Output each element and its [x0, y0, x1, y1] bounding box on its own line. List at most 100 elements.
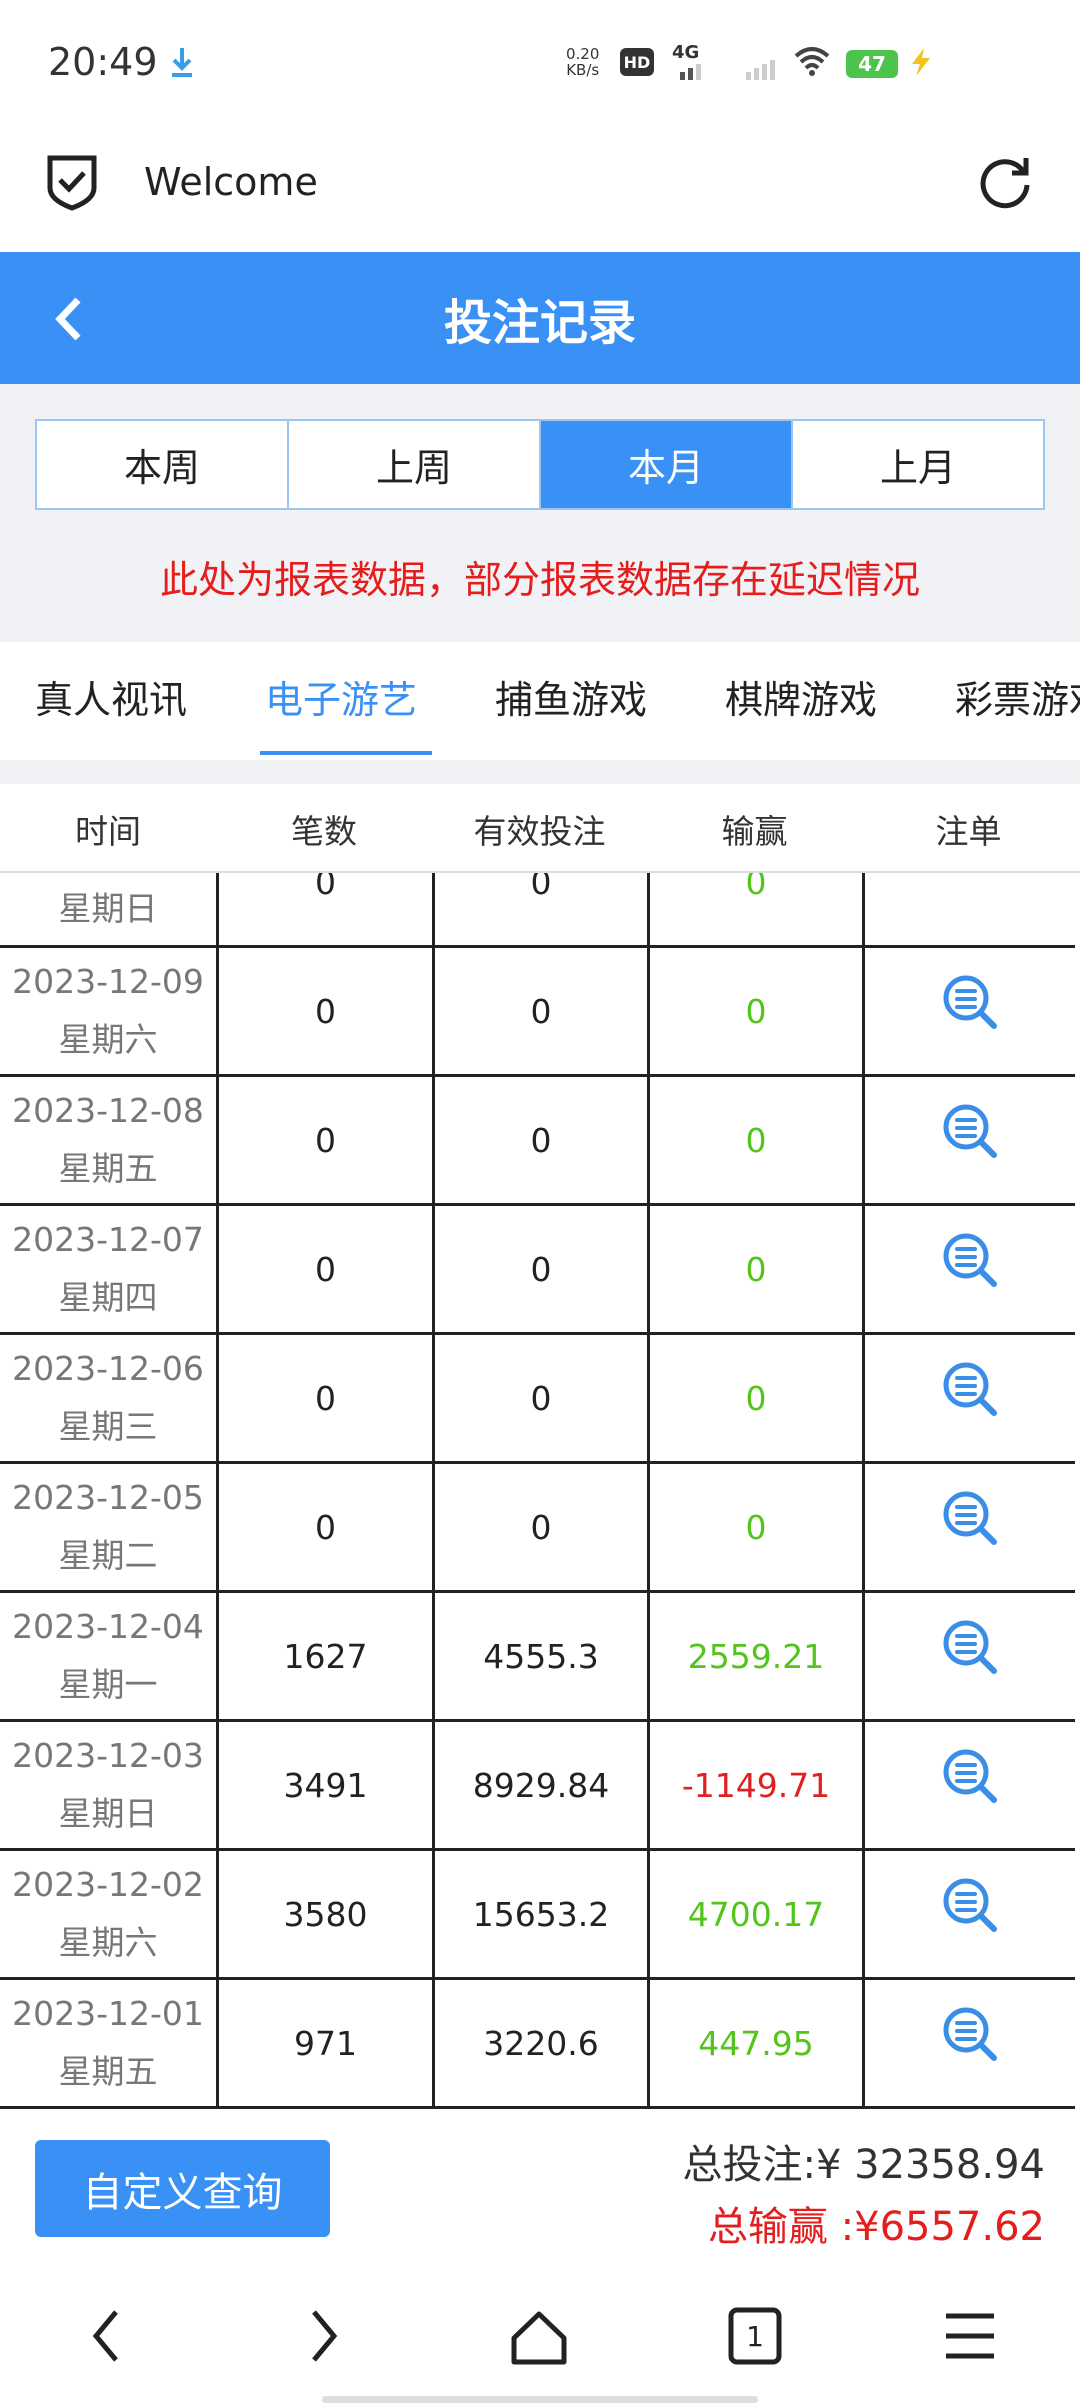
date-cell: 2023-12-02 星期六	[0, 1851, 216, 1977]
date-cell: 星期日	[0, 873, 216, 945]
date: 2023-12-03	[12, 1736, 204, 1775]
count: 0	[315, 1120, 336, 1160]
win: 0	[745, 1120, 767, 1160]
count-cell: 0	[216, 948, 432, 1074]
bet: 15653.2	[472, 1894, 610, 1934]
detail-icon[interactable]	[940, 1230, 1000, 1290]
back-button[interactable]	[48, 294, 88, 344]
custom-query-button[interactable]: 自定义查询	[35, 2140, 330, 2237]
count-cell: 971	[216, 1980, 432, 2106]
win-cell: 0	[647, 1206, 862, 1332]
bet: 3220.6	[483, 2023, 599, 2063]
weekday: 星期六	[58, 1020, 158, 1059]
bet-cell: 8929.84	[432, 1722, 647, 1848]
weekday: 星期六	[58, 1923, 158, 1962]
nav-tabs[interactable]	[728, 2307, 782, 2365]
table-row: 2023-12-03 星期日 3491 8929.84 -1149.71	[0, 1722, 1075, 1851]
table-row: 2023-12-08 星期五 0 0 0	[0, 1077, 1075, 1206]
game-tabs: 真人视讯 电子游艺 捕鱼游戏 棋牌游戏 彩票游戏	[0, 642, 1080, 760]
weekday: 星期二	[58, 1536, 158, 1575]
period-tab[interactable]: 本月	[539, 421, 791, 508]
bet: 0	[530, 1120, 552, 1160]
table-header: 时间 笔数 有效投注 输赢 注单	[0, 784, 1080, 873]
weekday: 星期四	[58, 1278, 158, 1317]
detail-icon[interactable]	[940, 1101, 1000, 1161]
detail-cell	[862, 1593, 1075, 1719]
detail-cell	[862, 1851, 1075, 1977]
bet-cell: 0	[432, 873, 647, 945]
hd-icon: HD	[620, 48, 654, 76]
win-cell: 0	[647, 1077, 862, 1203]
detail-icon[interactable]	[940, 1488, 1000, 1548]
win: 0	[745, 1378, 767, 1418]
date: 2023-12-05	[12, 1478, 204, 1517]
game-tab[interactable]: 真人视讯	[35, 678, 188, 722]
bet-cell: 4555.3	[432, 1593, 647, 1719]
refresh-button[interactable]	[976, 152, 1034, 210]
date: 2023-12-04	[12, 1607, 204, 1646]
table-row: 2023-12-07 星期四 0 0 0	[0, 1206, 1075, 1335]
game-tab[interactable]: 电子游艺	[265, 678, 418, 722]
count-cell: 0	[216, 1077, 432, 1203]
header-bar	[0, 252, 1080, 384]
date-cell: 2023-12-08 星期五	[0, 1077, 216, 1203]
win: 4700.17	[687, 1894, 825, 1934]
win-cell: 0	[647, 948, 862, 1074]
period-tab[interactable]: 本周	[123, 446, 200, 490]
detail-icon[interactable]	[940, 1359, 1000, 1419]
bet: 0	[530, 1249, 552, 1289]
weekday: 星期日	[58, 889, 158, 928]
bet: 0	[530, 873, 552, 902]
total-win: 总输赢 :¥6557.62	[707, 2204, 1045, 2250]
date-cell: 2023-12-09 星期六	[0, 948, 216, 1074]
date-cell: 2023-12-06 星期三	[0, 1335, 216, 1461]
win-cell: 447.95	[647, 1980, 862, 2106]
detail-icon[interactable]	[940, 1746, 1000, 1806]
period-tab[interactable]: 上周	[287, 421, 539, 508]
column-header: 有效投注	[473, 811, 606, 851]
table-row: 2023-12-02 星期六 3580 15653.2 4700.17	[0, 1851, 1075, 1980]
date-cell: 2023-12-04 星期一	[0, 1593, 216, 1719]
table-row: 星期日 0 0 0	[0, 873, 1075, 948]
bet-cell: 0	[432, 1206, 647, 1332]
weekday: 星期三	[58, 1407, 158, 1446]
nav-bar	[92, 2307, 994, 2403]
nav-forward[interactable]	[312, 2310, 338, 2362]
bet-cell: 0	[432, 948, 647, 1074]
count-cell: 3491	[216, 1722, 432, 1848]
wifi	[794, 47, 830, 76]
bet: 0	[530, 991, 552, 1031]
count: 3491	[283, 1765, 368, 1805]
win: 447.95	[698, 2023, 814, 2063]
detail-icon[interactable]	[940, 972, 1000, 1032]
detail-icon[interactable]	[940, 1617, 1000, 1677]
game-tab[interactable]: 彩票游戏	[955, 678, 1080, 722]
bet: 4555.3	[483, 1636, 599, 1676]
battery: 47	[846, 50, 898, 78]
detail-cell	[862, 873, 1075, 945]
count-cell: 0	[216, 873, 432, 945]
bet-cell: 15653.2	[432, 1851, 647, 1977]
game-tab[interactable]: 棋牌游戏	[725, 678, 878, 722]
network: 4G	[672, 42, 700, 63]
count: 971	[294, 2023, 357, 2063]
win-cell: 0	[647, 873, 862, 945]
column-header: 笔数	[291, 811, 357, 851]
tab-underline	[260, 751, 432, 755]
bet-cell: 0	[432, 1335, 647, 1461]
period-tab[interactable]: 上月	[791, 421, 1043, 508]
date-cell: 2023-12-03 星期日	[0, 1722, 216, 1848]
date: 2023-12-07	[12, 1220, 204, 1259]
detail-icon[interactable]	[940, 2004, 1000, 2064]
game-tab[interactable]: 捕鱼游戏	[495, 678, 648, 722]
nav-home[interactable]	[511, 2311, 567, 2365]
detail-icon[interactable]	[940, 1875, 1000, 1935]
detail-cell	[862, 948, 1075, 1074]
nav-back[interactable]	[92, 2310, 118, 2362]
count: 0	[315, 1249, 336, 1289]
detail-cell	[862, 1464, 1075, 1590]
table-row: 2023-12-04 星期一 1627 4555.3 2559.21	[0, 1593, 1075, 1722]
detail-cell	[862, 1980, 1075, 2106]
nav-menu[interactable]	[946, 2313, 994, 2359]
